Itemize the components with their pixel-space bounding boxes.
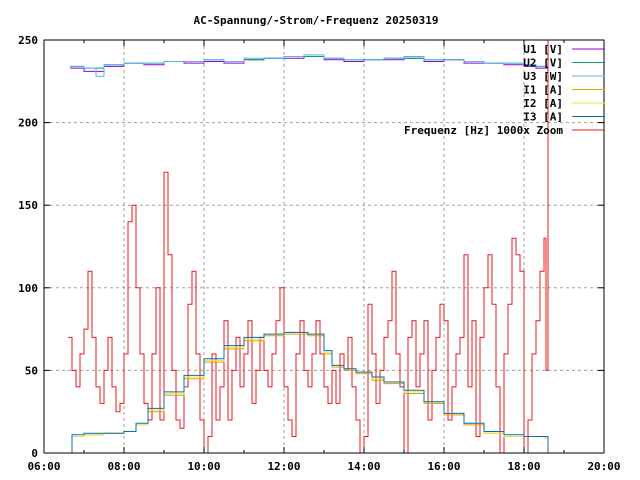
x-tick-label: 10:00 xyxy=(187,460,220,473)
x-tick-label: 18:00 xyxy=(507,460,540,473)
series-line-u1 xyxy=(70,56,548,72)
legend-label: U3 [W] xyxy=(523,70,563,83)
legend-label: U2 [V] xyxy=(523,57,563,70)
x-tick-label: 06:00 xyxy=(27,460,60,473)
series-line-u3 xyxy=(70,54,548,77)
series-line-frequenz xyxy=(68,40,549,454)
legend-label: U1 [V] xyxy=(523,43,563,56)
y-tick-label: 200 xyxy=(18,117,38,130)
y-tick-label: 250 xyxy=(18,34,38,47)
series-group xyxy=(68,40,549,454)
y-tick-label: 0 xyxy=(31,447,38,460)
y-tick-label: 100 xyxy=(18,282,38,295)
y-tick-label: 50 xyxy=(25,364,38,377)
chart-title: AC-Spannung/-Strom/-Frequenz 20250319 xyxy=(193,14,438,27)
legend-label: I1 [A] xyxy=(523,84,563,97)
x-tick-label: 08:00 xyxy=(107,460,140,473)
series-line-i3 xyxy=(68,331,549,454)
legend-label: I3 [A] xyxy=(523,111,563,124)
legend: U1 [V]U2 [V]U3 [W]I1 [A]I2 [A]I3 [A]Freq… xyxy=(404,43,605,137)
legend-label: I2 [A] xyxy=(523,97,563,110)
x-tick-label: 16:00 xyxy=(427,460,460,473)
legend-label: Frequenz [Hz] 1000x Zoom xyxy=(404,124,563,137)
x-tick-label: 14:00 xyxy=(347,460,380,473)
x-tick-label: 12:00 xyxy=(267,460,300,473)
axis-ticks: 0 50 100 150 200 250 06:00 08:00 10:00 12:00 14:00… xyxy=(18,34,620,473)
y-tick-label: 150 xyxy=(18,199,38,212)
x-tick-label: 20:00 xyxy=(587,460,620,473)
series-line-u2 xyxy=(70,56,548,69)
